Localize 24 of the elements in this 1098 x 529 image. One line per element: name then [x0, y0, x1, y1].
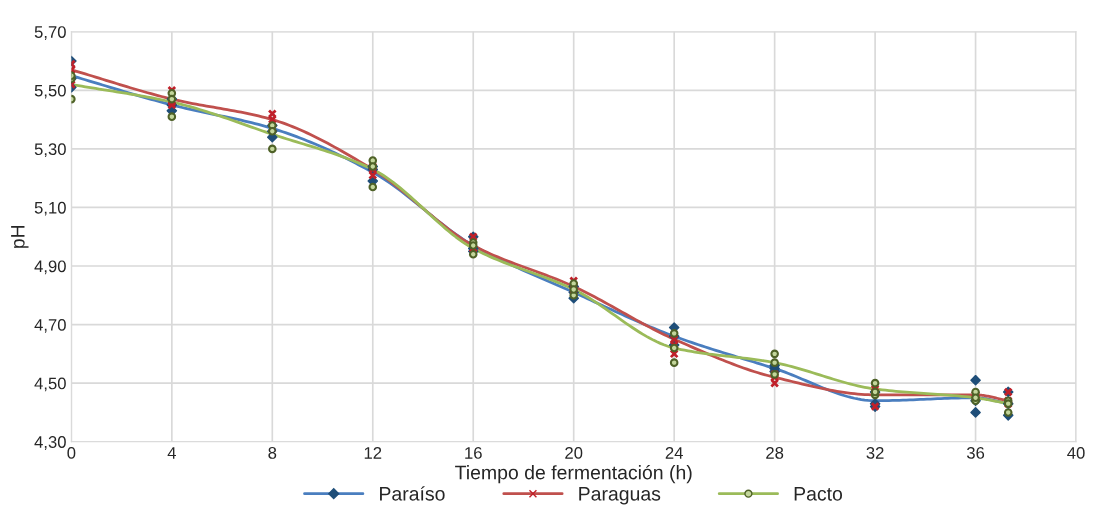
y-tick-label: 4,90 [34, 260, 66, 275]
x-tick-label: 8 [268, 447, 277, 459]
x-tick-label: 0 [67, 447, 76, 459]
x-tick-label: 40 [1067, 447, 1085, 459]
x-tick-label: 16 [465, 447, 482, 459]
y-tick-label: 5,50 [34, 84, 66, 99]
x-tick-label: 36 [966, 447, 985, 459]
legend-label: Paraguas [579, 487, 661, 505]
x-axis-title: Tiempo de fermentación (h) [455, 464, 692, 484]
x-tick-label: 20 [565, 447, 583, 459]
x-tick-label: 12 [364, 447, 382, 459]
y-axis-title: pH [11, 225, 29, 248]
legend-label: Pacto [794, 487, 843, 501]
y-tick-label: 4,50 [34, 377, 66, 392]
x-tick-label: 28 [766, 447, 784, 459]
y-tick-label: 5,10 [34, 201, 66, 216]
x-tick-label: 32 [866, 447, 884, 459]
x-tick-label: 4 [167, 447, 176, 459]
y-tick-label: 5,30 [34, 143, 66, 158]
legend-label: Paraíso [380, 486, 445, 501]
y-tick-label: 4,30 [34, 436, 66, 450]
y-tick-label: 4,70 [34, 318, 66, 333]
x-tick-label: 24 [665, 447, 683, 459]
y-tick-label: 5,70 [34, 26, 66, 40]
